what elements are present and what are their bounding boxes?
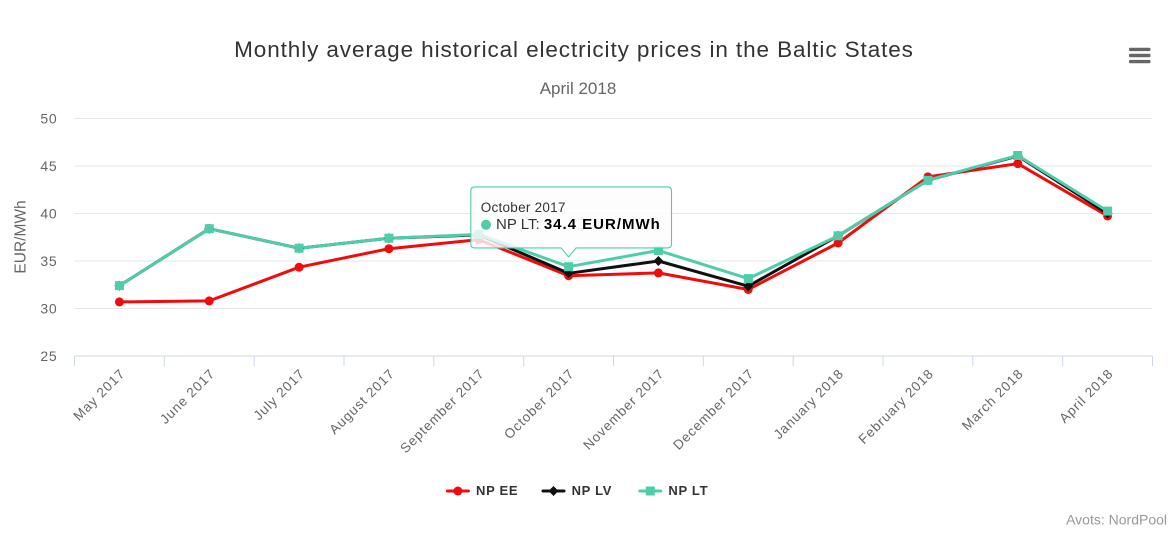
svg-text:50: 50 — [40, 111, 57, 127]
svg-text:25: 25 — [40, 348, 57, 364]
svg-text:NP LT: 34.4 EUR/MWh: NP LT: 34.4 EUR/MWh — [496, 216, 661, 233]
svg-text:Avots: NordPool: Avots: NordPool — [1066, 512, 1167, 528]
svg-text:October 2017: October 2017 — [481, 200, 566, 215]
svg-text:NP LV: NP LV — [572, 483, 613, 498]
svg-text:30: 30 — [40, 301, 57, 317]
svg-text:NP LT: NP LT — [668, 483, 708, 498]
svg-text:EUR/MWh: EUR/MWh — [13, 200, 30, 273]
svg-text:NP EE: NP EE — [476, 483, 518, 498]
svg-text:35: 35 — [40, 253, 57, 269]
svg-text:Monthly average historical ele: Monthly average historical electricity p… — [234, 37, 914, 62]
svg-text:45: 45 — [40, 158, 57, 174]
svg-text:April 2018: April 2018 — [540, 79, 617, 98]
svg-text:40: 40 — [40, 206, 57, 222]
